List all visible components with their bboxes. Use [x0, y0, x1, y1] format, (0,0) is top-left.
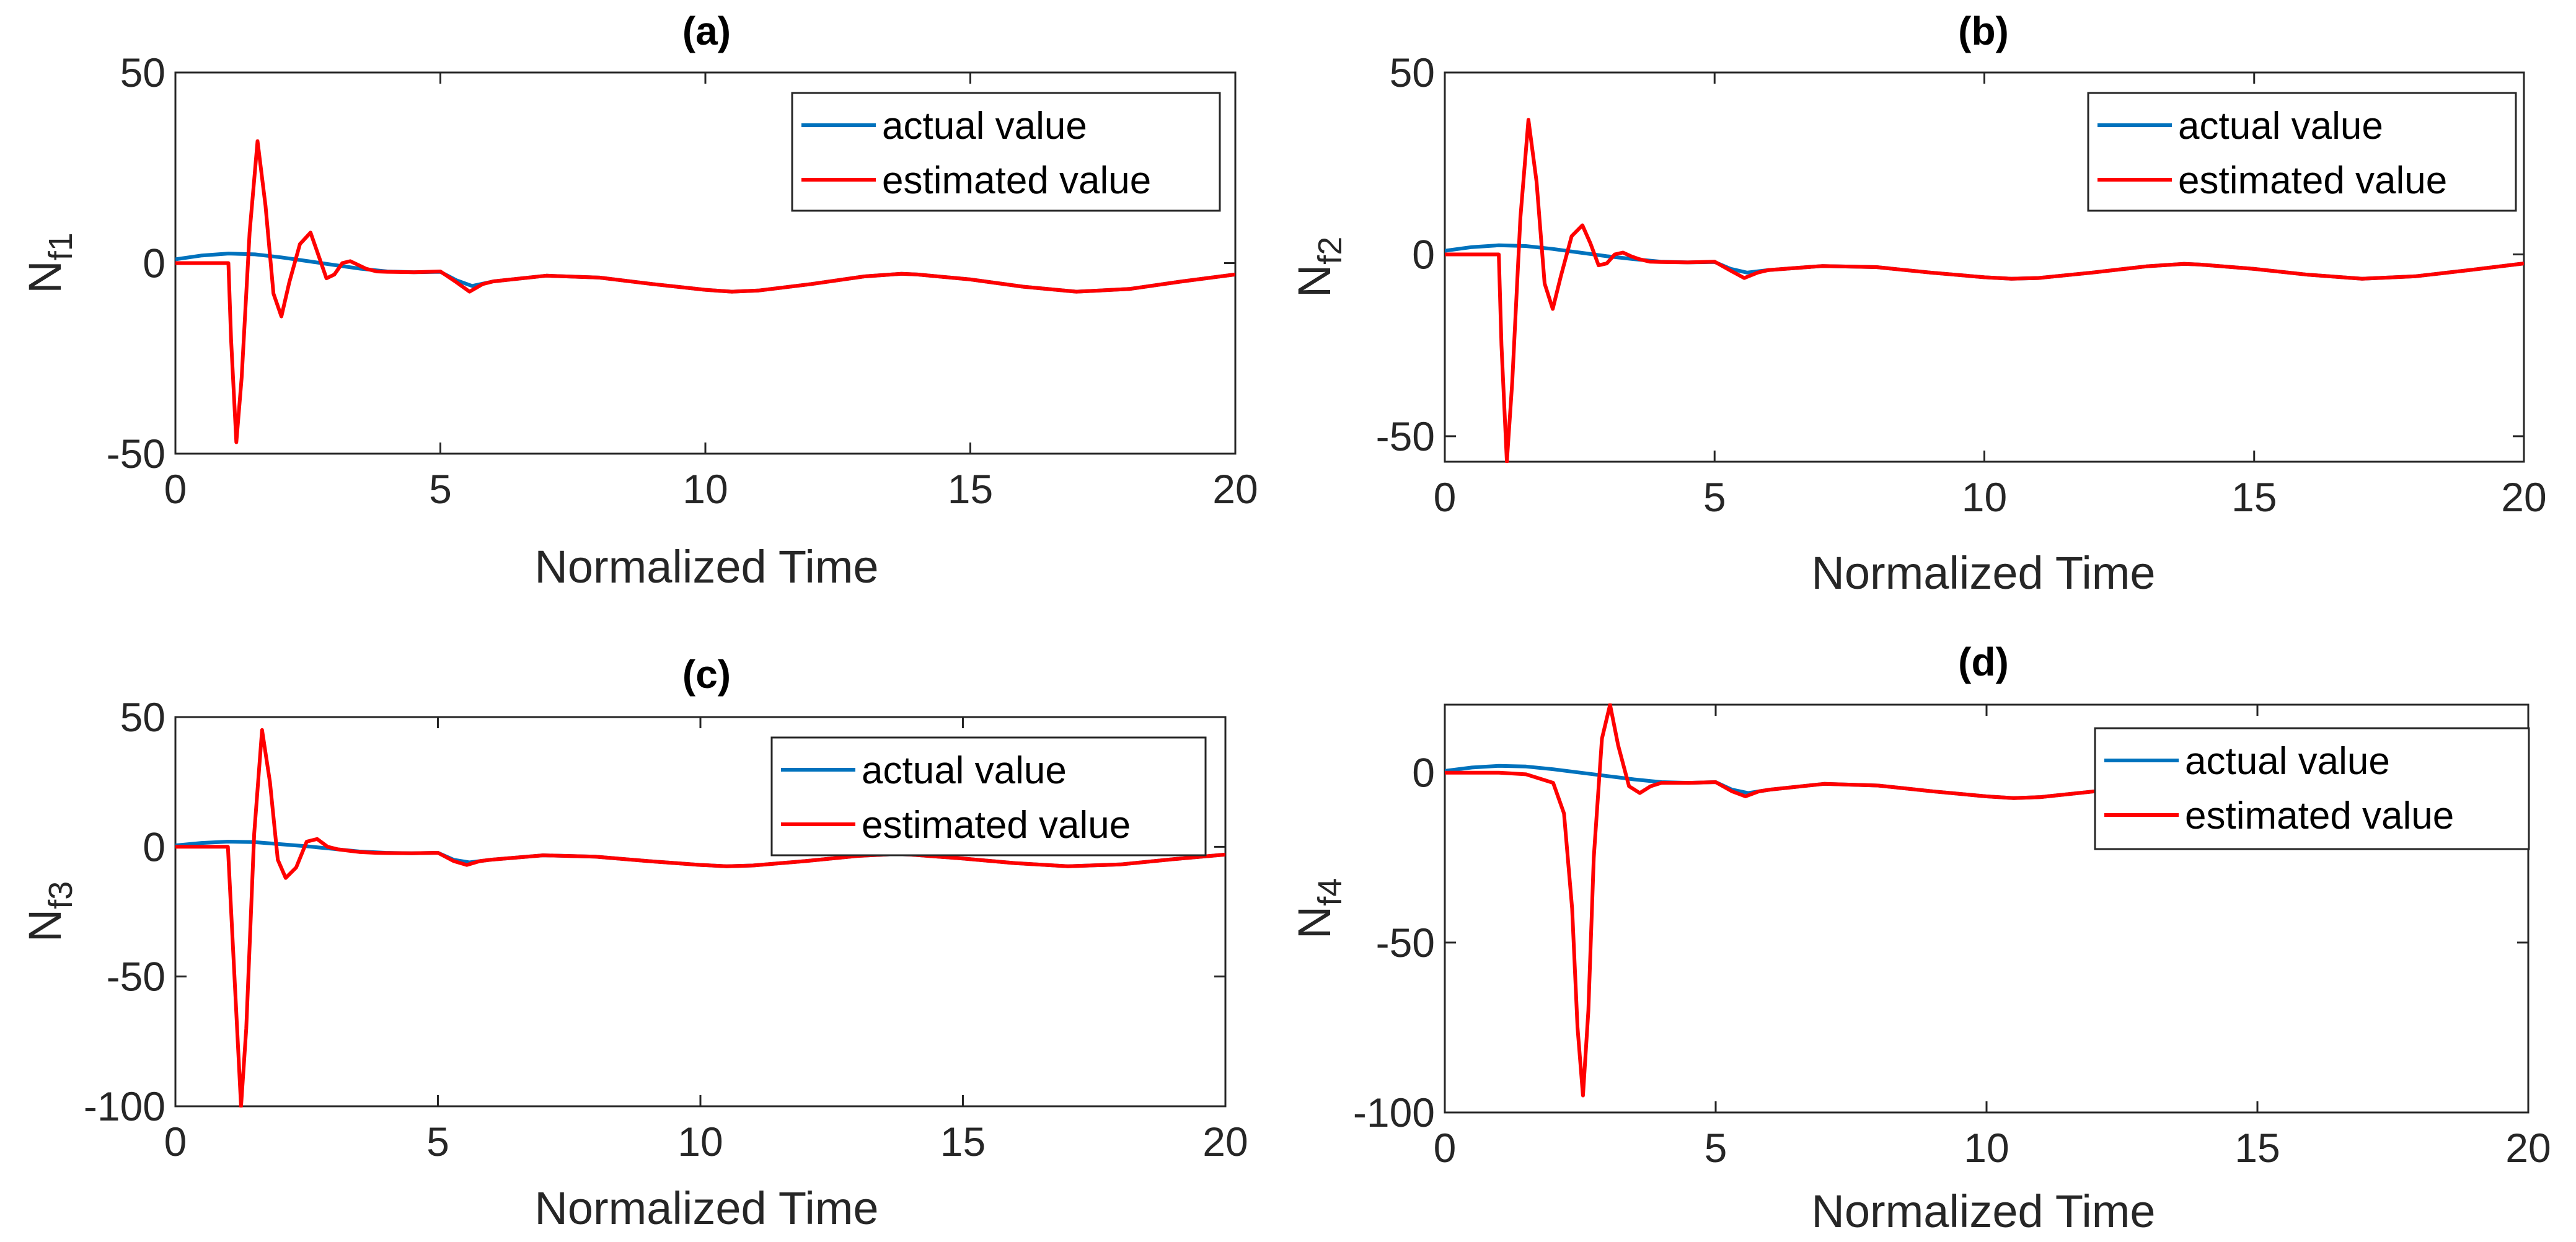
chart-panel-c: 0 5 10 15 20 -100 -50 0 50 (c) Normalized Time Nf3 a…: [19, 652, 1248, 1234]
y-tick-label: -100: [84, 1083, 165, 1129]
y-axis-label-subscript: f3: [42, 881, 79, 909]
y-tick-label: 50: [120, 50, 165, 95]
x-tick-label: 20: [2505, 1125, 2551, 1171]
series-line-estimated: [175, 139, 1235, 444]
x-axis-label: Normalized Time: [534, 541, 878, 592]
y-tick-label: -50: [1376, 413, 1435, 459]
legend-box: [770, 736, 1207, 857]
x-tick-label: 0: [1434, 1125, 1457, 1171]
x-tick-label: 15: [2231, 474, 2277, 520]
x-tick-label: 5: [426, 1119, 449, 1165]
y-axis-label-main: N: [1289, 265, 1340, 297]
chart-panel-d: 0 5 10 15 20 -100 -50 0 (d) Normalized Time Nf4 act…: [1289, 640, 2551, 1237]
chart-title: (b): [1958, 9, 2009, 53]
x-tick-label: 15: [2234, 1125, 2280, 1171]
series-line-estimated: [1445, 118, 2524, 463]
x-tick-label: 0: [164, 466, 187, 512]
y-tick-label: 50: [120, 694, 165, 740]
x-tick-label: 15: [948, 466, 993, 512]
x-tick-label: 5: [429, 466, 452, 512]
x-tick-label: 10: [677, 1119, 723, 1165]
legend-box: [2094, 727, 2530, 850]
x-tick-label: 10: [682, 466, 728, 512]
legend-label-actual: actual value: [2178, 105, 2383, 148]
y-tick-label: -100: [1353, 1090, 1435, 1135]
y-tick-label: 50: [1390, 50, 1435, 95]
legend-box: [791, 92, 1221, 212]
x-tick-label: 5: [1703, 474, 1726, 520]
x-axis-label: Normalized Time: [1811, 1186, 2155, 1237]
x-tick-label: 0: [1434, 474, 1457, 520]
chart-title: (a): [682, 9, 731, 53]
x-tick-label: 0: [164, 1119, 187, 1165]
x-axis-label: Normalized Time: [534, 1183, 878, 1234]
y-axis-label: Nf3: [19, 881, 79, 943]
y-tick-label: -50: [107, 431, 165, 477]
chart-title: (d): [1958, 640, 2009, 684]
x-tick-label: 20: [2501, 474, 2546, 520]
y-tick-label: 0: [143, 824, 165, 870]
y-tick-label: 0: [143, 240, 165, 286]
chart-panel-b: 0 5 10 15 20 -50 0 50 (b) Normalized Time Nf2 actua…: [1289, 9, 2547, 599]
x-tick-label: 20: [1212, 466, 1258, 512]
y-axis-label: Nf4: [1289, 878, 1349, 940]
x-tick-label: 10: [1964, 1125, 2009, 1171]
x-tick-label: 20: [1202, 1119, 1248, 1165]
legend-box: [2087, 92, 2517, 212]
legend: actual value estimated value: [770, 736, 1207, 857]
legend: actual value estimated value: [2094, 727, 2530, 850]
legend-label-actual: actual value: [882, 105, 1087, 148]
legend-label-estimated: estimated value: [2185, 795, 2454, 837]
legend: actual value estimated value: [791, 92, 1221, 212]
y-axis-label-subscript: f2: [1312, 237, 1349, 265]
x-tick-label: 15: [940, 1119, 986, 1165]
y-axis-label: Nf2: [1289, 237, 1349, 298]
y-axis-label-main: N: [1289, 906, 1340, 939]
y-axis-label-subscript: f4: [1312, 878, 1349, 906]
chart-title: (c): [682, 652, 731, 697]
y-tick-label: 0: [1412, 231, 1435, 277]
legend-label-actual: actual value: [2185, 740, 2390, 783]
x-axis-label: Normalized Time: [1811, 547, 2155, 599]
x-tick-label: 10: [1962, 474, 2007, 520]
y-axis-label-main: N: [19, 260, 71, 293]
legend: actual value estimated value: [2087, 92, 2517, 212]
y-tick-label: -50: [107, 954, 165, 1000]
y-axis-label-subscript: f1: [42, 232, 79, 260]
y-axis-label-main: N: [19, 909, 71, 942]
x-tick-label: 5: [1705, 1125, 1727, 1171]
y-axis-label: Nf1: [19, 232, 79, 294]
legend-label-estimated: estimated value: [2178, 159, 2447, 202]
legend-label-estimated: estimated value: [882, 159, 1151, 202]
y-tick-label: -50: [1376, 920, 1435, 966]
legend-label-actual: actual value: [862, 749, 1067, 792]
legend-label-estimated: estimated value: [862, 804, 1131, 847]
y-tick-label: 0: [1412, 750, 1435, 796]
